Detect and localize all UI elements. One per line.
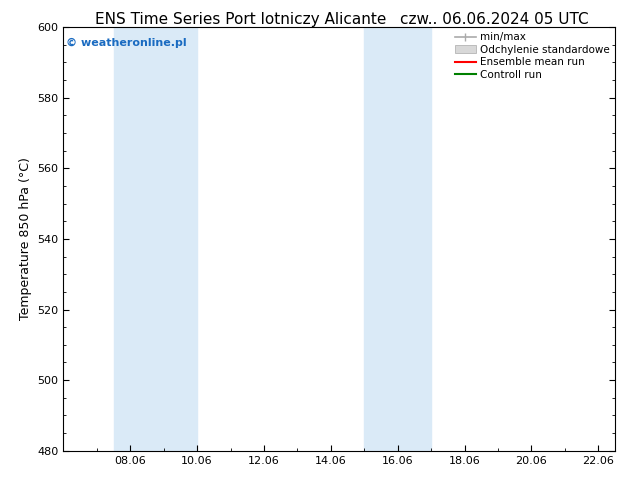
- Legend: min/max, Odchylenie standardowe, Ensemble mean run, Controll run: min/max, Odchylenie standardowe, Ensembl…: [453, 30, 612, 82]
- Y-axis label: Temperature 850 hPa (°C): Temperature 850 hPa (°C): [19, 157, 32, 320]
- Bar: [365, 27, 431, 451]
- Text: © weatheronline.pl: © weatheronline.pl: [66, 38, 187, 48]
- Text: czw.. 06.06.2024 05 UTC: czw.. 06.06.2024 05 UTC: [400, 12, 589, 27]
- Text: ENS Time Series Port lotniczy Alicante: ENS Time Series Port lotniczy Alicante: [95, 12, 387, 27]
- Bar: [113, 27, 197, 451]
